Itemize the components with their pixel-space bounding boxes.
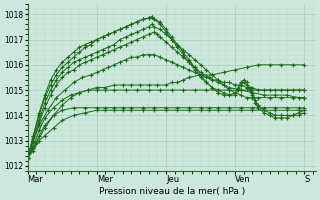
X-axis label: Pression niveau de la mer( hPa ): Pression niveau de la mer( hPa ) — [99, 187, 245, 196]
